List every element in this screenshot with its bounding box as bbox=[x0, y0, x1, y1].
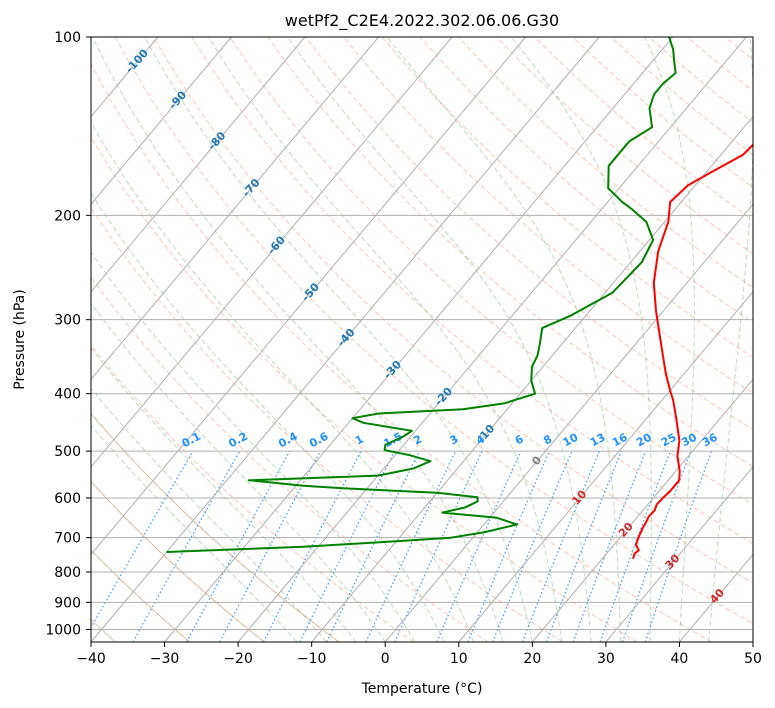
mixing-ratio-label: 30 bbox=[679, 431, 699, 450]
dry-adiabat bbox=[91, 276, 489, 642]
moist-adiabat bbox=[511, 37, 652, 642]
moist-adiabat bbox=[144, 37, 533, 642]
thermal-guide-line bbox=[91, 412, 340, 642]
chart-title: wetPf2_C2E4.2022.302.06.06.G30 bbox=[285, 11, 559, 31]
thermal-guide-line bbox=[91, 549, 191, 642]
mixing-ratio-line bbox=[644, 450, 713, 642]
dry-adiabat bbox=[191, 37, 753, 545]
mixing-ratio-line bbox=[219, 450, 321, 642]
isotherm-line bbox=[237, 37, 747, 642]
moist-adiabat bbox=[91, 302, 386, 642]
moist-adiabat bbox=[91, 347, 357, 642]
mixing-ratio-line bbox=[622, 450, 692, 642]
axes: −40 −30 −20 −10 0 10 20 30 40 50 100 200 300 400 500 60… bbox=[45, 30, 762, 667]
background-lines bbox=[91, 37, 753, 642]
dry-adiabat bbox=[91, 206, 563, 642]
isotherm-line bbox=[605, 466, 753, 642]
isotherm-line bbox=[458, 290, 753, 642]
dry-adiabat bbox=[343, 37, 753, 394]
mixing-ratio-line bbox=[521, 450, 600, 642]
y-tick-label: 600 bbox=[54, 491, 81, 507]
moist-adiabat bbox=[91, 121, 474, 642]
mixing-ratio-line bbox=[546, 450, 623, 642]
dry-adiabat bbox=[91, 136, 638, 642]
y-tick-label: 800 bbox=[54, 565, 81, 581]
isotherm-line bbox=[91, 37, 453, 468]
mixing-ratio-line bbox=[599, 450, 671, 642]
mixing-ratio-line bbox=[299, 450, 396, 642]
y-tick-label: 100 bbox=[54, 30, 81, 46]
x-axis-label: Temperature (°C) bbox=[361, 681, 483, 697]
x-tick-label: 30 bbox=[597, 651, 615, 667]
isotherm-line bbox=[91, 37, 306, 293]
dry-adiabat bbox=[457, 37, 753, 289]
y-tick-label: 300 bbox=[54, 313, 81, 329]
mixing-ratio-label: 10 bbox=[561, 431, 581, 450]
isotherm-line bbox=[91, 37, 600, 642]
temperature-profile-line bbox=[632, 143, 753, 560]
y-tick-label: 700 bbox=[54, 531, 81, 547]
x-tick-label: 10 bbox=[450, 651, 468, 667]
moist-adiabat bbox=[208, 37, 563, 642]
dry-adiabat bbox=[229, 37, 753, 506]
y-tick-label: 400 bbox=[54, 387, 81, 403]
moist-adiabat bbox=[92, 37, 504, 642]
plot-frame bbox=[90, 36, 754, 643]
dry-adiabat bbox=[153, 37, 753, 584]
mixing-ratio-label: 20 bbox=[634, 431, 654, 450]
mixing-ratio-label: 13 bbox=[588, 431, 608, 450]
x-tick-label: 40 bbox=[671, 651, 689, 667]
profile-series bbox=[166, 37, 753, 560]
dry-adiabat bbox=[305, 37, 753, 431]
x-tick-label: 20 bbox=[523, 651, 541, 667]
isotherm-line bbox=[91, 37, 232, 205]
moist-adiabat bbox=[708, 37, 753, 642]
y-tick-label: 900 bbox=[54, 595, 81, 611]
x-tick-label: 0 bbox=[381, 651, 390, 667]
thermal-guide-line bbox=[91, 480, 265, 642]
y-tick-label: 200 bbox=[54, 208, 81, 224]
x-tick-label: −30 bbox=[150, 651, 180, 667]
mixing-ratio-label: 36 bbox=[700, 431, 720, 450]
y-axis-label: Pressure (hPa) bbox=[12, 289, 28, 389]
x-tick-label: −40 bbox=[76, 651, 106, 667]
mixing-ratio-line bbox=[572, 450, 647, 642]
isotherm-line bbox=[384, 203, 753, 642]
y-tick-label: 500 bbox=[54, 444, 81, 460]
moist-adiabat bbox=[91, 424, 298, 642]
moist-adiabat bbox=[386, 37, 622, 642]
dry-adiabat bbox=[91, 62, 713, 642]
dewpoint-profile-line bbox=[166, 37, 677, 553]
mixing-ratio-line bbox=[436, 450, 522, 642]
isotherm-line bbox=[164, 37, 674, 642]
isotherm-line bbox=[91, 37, 379, 381]
moist-adiabat bbox=[644, 37, 695, 642]
x-tick-label: 50 bbox=[744, 651, 762, 667]
isotherm-line bbox=[531, 378, 753, 642]
mixing-ratio-label: 16 bbox=[610, 431, 630, 450]
moist-adiabat bbox=[287, 37, 592, 642]
isotherm-line bbox=[91, 37, 527, 556]
y-tick-label: 1000 bbox=[45, 622, 81, 638]
mixing-ratio-label: 25 bbox=[659, 431, 679, 450]
mixing-ratio-line bbox=[467, 450, 550, 642]
x-tick-label: −10 bbox=[297, 651, 327, 667]
mixing-ratio-line bbox=[186, 450, 291, 642]
x-tick-label: −20 bbox=[223, 651, 253, 667]
dry-adiabat bbox=[419, 37, 753, 323]
